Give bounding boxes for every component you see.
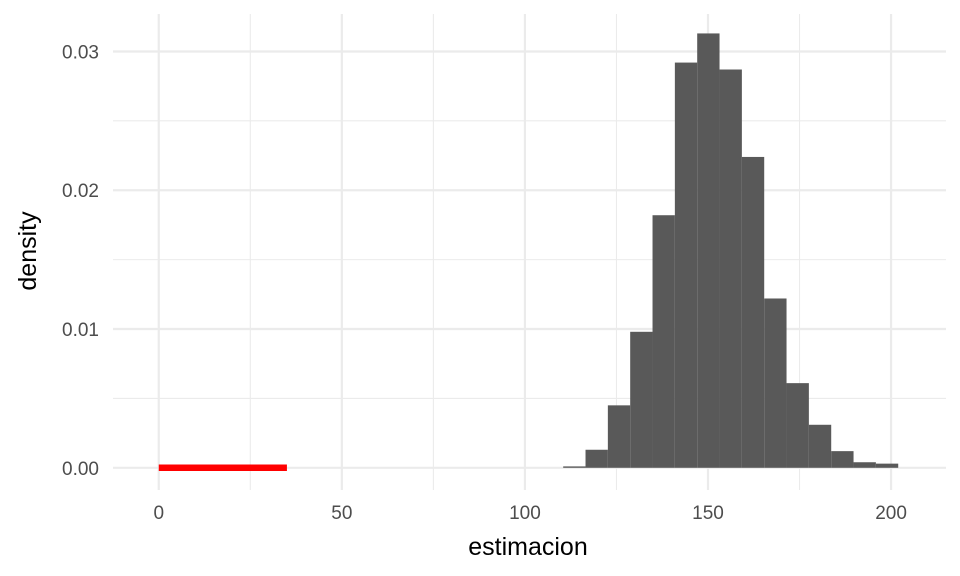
histogram-bar-11 <box>808 424 832 468</box>
y-tick-label-3: 0.03 <box>62 42 99 63</box>
x-tick-label-4: 200 <box>875 503 907 524</box>
histogram-bar-10 <box>786 383 809 468</box>
x-tick-labels: 0 50 100 150 200 <box>153 503 906 524</box>
x-tick-label-1: 50 <box>331 503 352 524</box>
x-tick-label-0: 0 <box>153 503 164 524</box>
histogram-bar-13 <box>853 462 876 468</box>
histogram-bar-5 <box>674 62 698 468</box>
histogram-bar-6 <box>697 33 720 468</box>
histogram-bar-1 <box>585 449 608 468</box>
histogram-bars <box>563 33 899 468</box>
y-axis-title: density <box>14 211 42 291</box>
x-axis-title: estimacion <box>468 533 588 561</box>
histogram-bar-8 <box>741 156 765 468</box>
y-tick-label-2: 0.02 <box>62 181 99 202</box>
minor-gridlines <box>113 14 946 490</box>
y-tick-labels: 0.00 0.01 0.02 0.03 <box>62 42 99 479</box>
y-tick-label-0: 0.00 <box>62 459 99 480</box>
x-tick-label-3: 150 <box>692 503 724 524</box>
histogram-bar-3 <box>630 331 653 468</box>
histogram-bar-4 <box>652 215 675 468</box>
histogram-bar-9 <box>764 298 787 468</box>
x-tick-label-2: 100 <box>509 503 541 524</box>
histogram-bar-0 <box>563 466 586 468</box>
major-gridlines <box>113 14 946 490</box>
histogram-bar-7 <box>719 69 742 468</box>
histogram-bar-2 <box>607 405 631 468</box>
histogram-bar-12 <box>831 451 854 468</box>
histogram-bar-14 <box>875 463 899 468</box>
y-tick-label-1: 0.01 <box>62 320 99 341</box>
